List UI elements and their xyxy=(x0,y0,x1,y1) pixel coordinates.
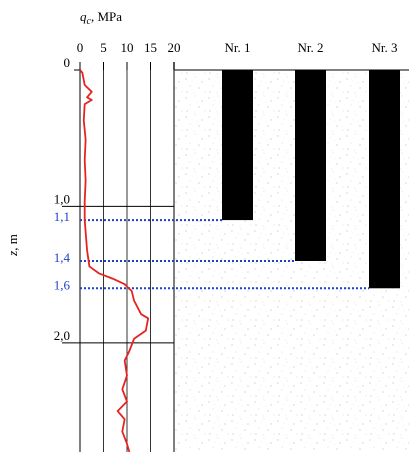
y-axis-title: z, m xyxy=(5,234,20,257)
x-tick-label: 10 xyxy=(121,40,134,55)
qc-line xyxy=(79,69,150,452)
y-tick-label: 1,1 xyxy=(54,209,70,224)
pile-label: Nr. 3 xyxy=(372,40,398,55)
y-tick-label: 2,0 xyxy=(54,328,70,343)
x-tick-label: 5 xyxy=(100,40,107,55)
y-tick-label: 1,4 xyxy=(54,250,71,265)
x-axis-title: qc, MPa xyxy=(80,9,122,27)
x-tick-label: 20 xyxy=(168,40,181,55)
pile-label: Nr. 2 xyxy=(298,40,324,55)
pile xyxy=(295,70,326,261)
pile-label: Nr. 1 xyxy=(225,40,251,55)
y-tick-label: 0 xyxy=(64,55,71,70)
y-tick-label: 1,6 xyxy=(54,277,71,292)
x-tick-label: 0 xyxy=(77,40,84,55)
x-tick-label: 15 xyxy=(144,40,157,55)
y-tick-label: 1,0 xyxy=(54,191,70,206)
pile xyxy=(369,70,400,289)
pile xyxy=(222,70,253,221)
